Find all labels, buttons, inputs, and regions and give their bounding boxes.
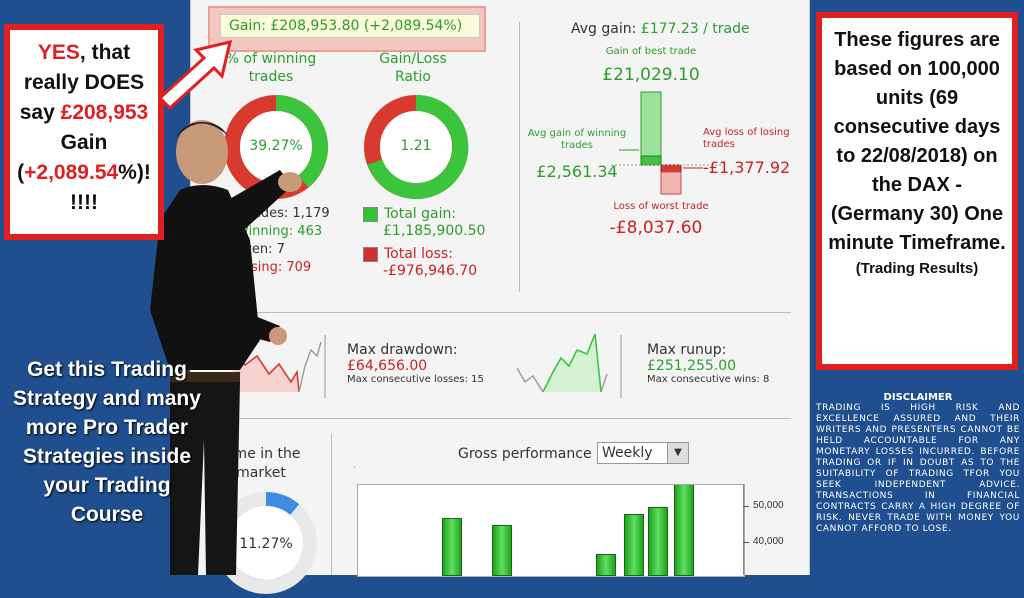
gross-bar [492, 524, 512, 576]
winning-label: Winning: [236, 224, 294, 239]
worst-trade-label: Loss of worst trade [613, 201, 709, 212]
totals: Total gain: £1,185,900.50 Total loss: -£… [363, 206, 485, 280]
total-loss-label: Total loss: [384, 246, 453, 262]
disclaimer-text: TRADING IS HIGH RISK AND EXCELLENCE ASSU… [816, 403, 1020, 534]
nbr-trades-value: 1,179 [292, 206, 330, 221]
total-loss-value: -£976,946.70 [383, 263, 478, 279]
gross-bar [624, 513, 644, 576]
arrow-pointer [157, 39, 233, 110]
presenter-figure [150, 120, 302, 575]
avg-gain: Avg gain: £177.23 / trade [571, 21, 750, 37]
divider [331, 434, 332, 575]
total-gain-value: £1,185,900.50 [383, 223, 486, 239]
gross-bar [596, 554, 616, 576]
gain-header: Gain: £208,953.80 (+2,089.54%) [220, 14, 480, 38]
best-trade-label: Gain of best trade [605, 46, 697, 57]
y-tick-50000 [743, 506, 749, 507]
winning-pct-donut [224, 95, 328, 199]
divider [519, 22, 520, 292]
y-label-50000: 50,000 [753, 500, 784, 511]
yes-callout: YES, that really DOES say £208,953 Gain … [4, 24, 164, 240]
worst-trade-value: -£8,037.60 [609, 218, 703, 238]
y-tick-40000 [743, 542, 749, 543]
callout-pct: +2,089.54 [24, 161, 119, 184]
y-axis [743, 484, 744, 575]
gross-bar [648, 506, 668, 576]
tick-mark: ˋ [353, 466, 357, 477]
gross-performance-title: Gross performance [458, 446, 592, 462]
disclaimer-title: DISCLAIMER [883, 392, 953, 403]
avg-gain-label: Avg gain: [571, 21, 637, 37]
avg-loss-label: Avg loss of losing trades [703, 127, 790, 150]
callout-pct-open: ( [17, 161, 25, 184]
total-gain-row: Total gain: [363, 206, 485, 223]
trade-range-chart [611, 91, 721, 195]
gross-bar [442, 517, 462, 576]
avg-win-value: £2,561.34 [536, 162, 618, 181]
avg-gain-value: £177.23 / trade [640, 21, 750, 37]
green-square-icon [363, 206, 378, 222]
gross-chart [357, 484, 745, 577]
runup: Max runup: £251,255.00 Max consecutive w… [647, 342, 769, 385]
trading-stats-panel: Gain: £208,953.80 (+2,089.54%) % of winn… [190, 0, 810, 594]
total-loss-row: Total loss: [363, 246, 485, 263]
callout-pct-close: %)! [118, 161, 151, 184]
runup-sparkline [517, 333, 622, 398]
callout-bangs: !!!! [70, 191, 98, 214]
callout-text: , that really DOES say [19, 41, 145, 124]
gain-loss-ratio-title: Gain/Loss Ratio [379, 51, 447, 85]
drawdown-value: £64,656.00 [347, 358, 428, 374]
gain-loss-ratio-donut [364, 94, 469, 199]
yes-word: YES [37, 41, 80, 64]
best-trade-value: £21,029.10 [602, 65, 700, 85]
red-square-icon [363, 246, 378, 262]
y-label-40000: 40,000 [753, 536, 784, 547]
runup-value: £251,255.00 [647, 358, 737, 374]
figures-callout: These figures are based on 100,000 units… [816, 12, 1018, 370]
avg-loss-value: -£1,377.92 [703, 158, 791, 177]
gross-bar [674, 485, 694, 576]
promo-text: Get this Trading Strategy and many more … [13, 358, 201, 526]
disclaimer: DISCLAIMER TRADING IS HIGH RISK AND EXCE… [816, 392, 1020, 535]
drawdown-label: Max drawdown: [347, 342, 458, 358]
even-value: 7 [276, 242, 285, 257]
drawdown-sub: Max consecutive losses: 15 [347, 374, 484, 385]
time-in-market-value: 11.27% [239, 536, 293, 552]
period-select-value: Weekly [602, 445, 653, 461]
figures-sub: (Trading Results) [855, 260, 979, 277]
runup-sub: Max consecutive wins: 8 [647, 374, 770, 385]
winning-pct-value: 39.27% [249, 138, 303, 154]
dropdown-arrow-icon[interactable]: ▼ [667, 443, 688, 463]
callout-gain-word: Gain [60, 131, 108, 154]
winning-pct-title: % of winning trades [225, 51, 317, 85]
drawdown: Max drawdown: £64,656.00 Max consecutive… [347, 342, 484, 385]
losing-value: 709 [286, 260, 312, 275]
runup-label: Max runup: [647, 342, 727, 358]
avg-win-label: Avg gain of winning trades [527, 128, 627, 151]
divider [211, 312, 791, 313]
period-select[interactable]: Weekly ▼ [597, 442, 689, 464]
time-in-market-title: Time in the market [221, 446, 301, 481]
gain-header-text: Gain: £208,953.80 (+2,089.54%) [229, 18, 463, 34]
winning-value: 463 [297, 224, 323, 239]
gain-loss-ratio-value: 1.21 [400, 138, 432, 154]
total-gain-label: Total gain: [384, 206, 457, 222]
figures-note: These figures are based on 100,000 units… [828, 29, 1006, 254]
callout-amount: £208,953 [60, 101, 149, 124]
divider [211, 418, 791, 419]
